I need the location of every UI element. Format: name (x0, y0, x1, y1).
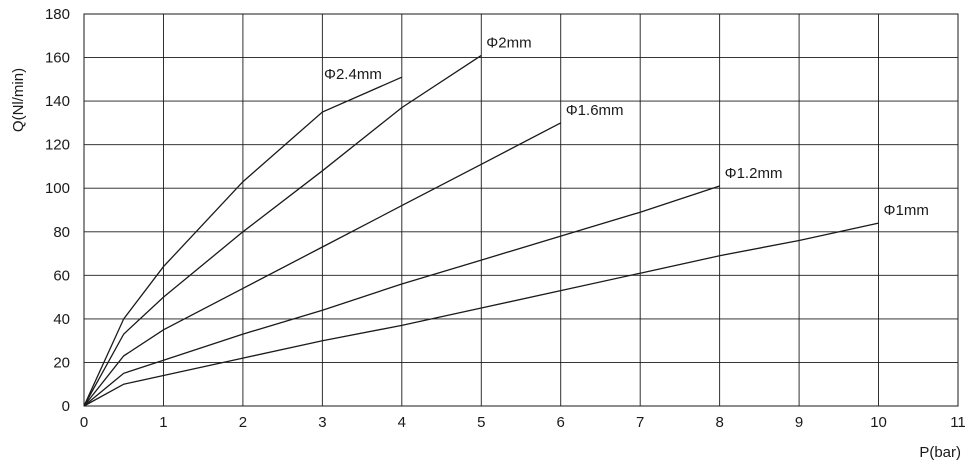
x-tick-label-6: 6 (557, 414, 565, 431)
y-tick-label-6: 120 (45, 137, 70, 154)
x-tick-label-3: 3 (318, 414, 326, 431)
grid (83, 13, 959, 407)
series-label-4: Φ1mm (884, 202, 929, 219)
x-tick-label-10: 10 (870, 414, 887, 431)
series-label-3: Φ1.2mm (725, 165, 783, 182)
x-tick-label-8: 8 (715, 414, 723, 431)
y-tick-label-3: 60 (53, 267, 70, 284)
y-tick-label-5: 100 (45, 180, 70, 197)
y-axis-label: Q(Nl/min) (10, 68, 27, 132)
y-tick-label-1: 20 (53, 354, 70, 371)
x-tick-label-7: 7 (636, 414, 644, 431)
x-tick-label-9: 9 (795, 414, 803, 431)
series-labels: Φ2.4mm Φ2mm Φ1.6mm Φ1.2mm Φ1mm (324, 34, 929, 219)
y-tick-label-9: 180 (45, 6, 70, 23)
plot-frame (83, 13, 959, 407)
series-line-4 (83, 222, 879, 407)
series-label-1: Φ2mm (486, 34, 531, 51)
series-line-1 (83, 54, 482, 407)
x-tick-label-4: 4 (398, 414, 406, 431)
y-tick-label-0: 0 (62, 398, 70, 415)
y-tick-label-4: 80 (53, 224, 70, 241)
x-tick-label-0: 0 (80, 414, 88, 431)
series-label-2: Φ1.6mm (566, 102, 624, 119)
x-tick-label-5: 5 (477, 414, 485, 431)
series-line-0 (83, 76, 403, 407)
series-label-0: Φ2.4mm (324, 66, 382, 83)
y-axis-ticks: 0 20 40 60 80 100 120 140 160 180 (45, 6, 70, 415)
series-line-3 (83, 185, 720, 407)
y-tick-label-8: 160 (45, 50, 70, 67)
x-tick-label-11: 11 (950, 414, 966, 431)
x-axis-ticks: 0 1 2 3 4 5 6 7 8 9 10 11 (80, 414, 966, 431)
x-tick-label-1: 1 (159, 414, 167, 431)
y-tick-label-2: 40 (53, 311, 70, 328)
y-tick-label-7: 140 (45, 93, 70, 110)
series-group (83, 54, 879, 407)
x-axis-label: P(bar) (919, 444, 961, 461)
x-tick-label-2: 2 (239, 414, 247, 431)
series-line-2 (83, 122, 562, 407)
